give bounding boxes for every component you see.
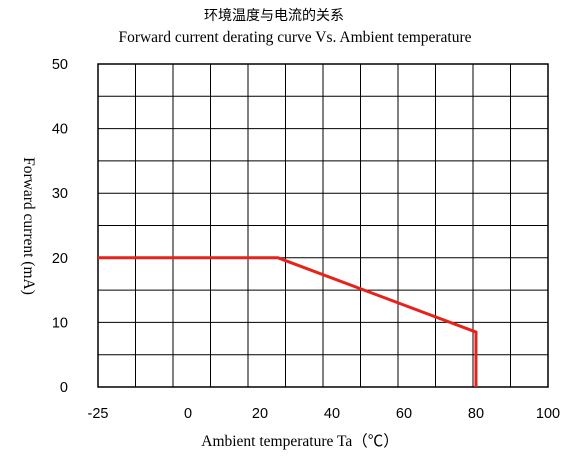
y-axis-label: Forward current (mA)	[20, 157, 37, 295]
y-tick-label: 40	[52, 122, 68, 138]
x-axis-label: Ambient temperature Ta（℃）	[201, 433, 399, 450]
y-tick-label: 20	[52, 251, 68, 267]
x-tick-label: -25	[88, 406, 109, 422]
y-tick-label: 10	[52, 315, 68, 331]
plot-frame	[97, 63, 549, 388]
chart-title: 环境温度与电流的关系	[204, 8, 344, 24]
series-group	[98, 256, 478, 387]
y-tick-label: 50	[52, 57, 68, 73]
chart-subtitle: Forward current derating curve Vs. Ambie…	[118, 29, 471, 46]
x-tick-label: 60	[396, 406, 412, 422]
y-tick-label: 30	[52, 186, 68, 202]
x-tick-label: 100	[536, 406, 560, 422]
grid	[98, 64, 548, 387]
x-axis-ticks: -25 0 20 40 60 80 100	[88, 406, 561, 422]
x-tick-label: 20	[252, 406, 268, 422]
y-axis-ticks: 0 10 20 30 40 50	[52, 57, 68, 396]
x-tick-label: 80	[468, 406, 484, 422]
x-tick-label: 0	[184, 406, 192, 422]
y-tick-label: 0	[60, 380, 68, 396]
derating-curve-line	[98, 256, 478, 387]
x-tick-label: 40	[324, 406, 340, 422]
plot-border	[97, 63, 549, 388]
